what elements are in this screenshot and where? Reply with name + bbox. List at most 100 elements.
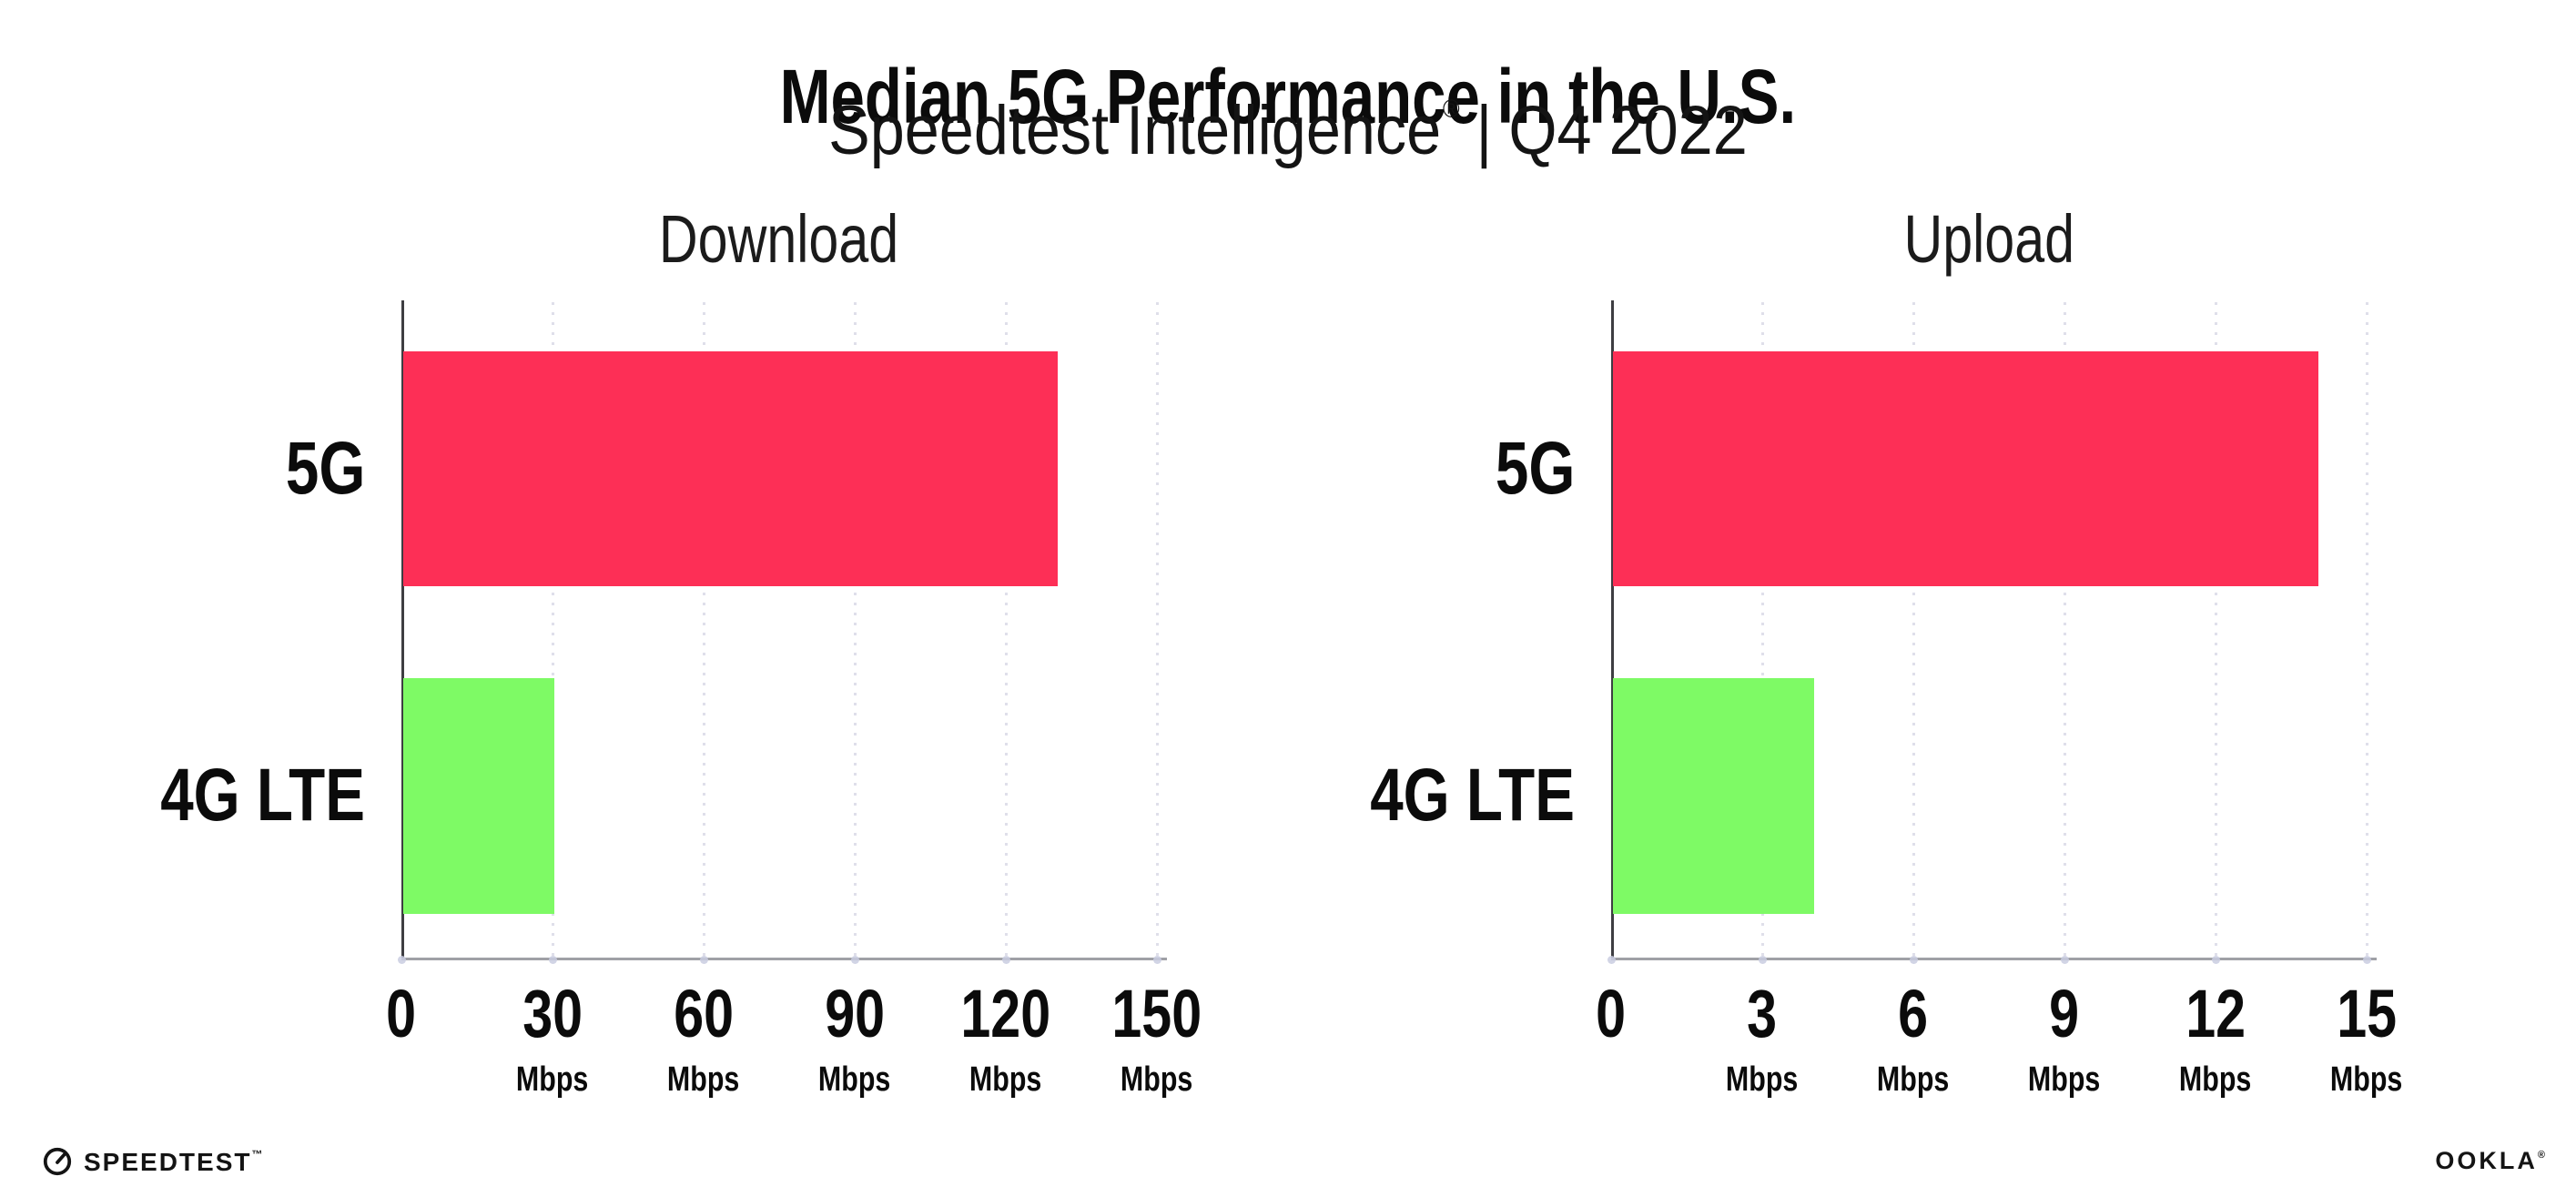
- tick-number-text: 0: [386, 976, 417, 1051]
- y-label-5g: 5G: [56, 412, 365, 525]
- subtitle-period: Q4 2022: [1508, 92, 1748, 169]
- download-y-axis-line: [401, 300, 404, 959]
- page-title-row: Median 5G Performance in the U.S.: [0, 58, 2576, 135]
- page-subtitle-row: Speedtest Intelligence® | Q4 2022: [0, 95, 2576, 167]
- tick-number: 9: [1955, 980, 2174, 1048]
- download-chart-title-row: Download: [401, 206, 1157, 273]
- tick-number: 0: [292, 980, 511, 1048]
- bar-4g-lte: [1613, 678, 1815, 914]
- y-label-4g-lte: 4G LTE: [1265, 739, 1575, 852]
- y-label-text-5g: 5G: [1495, 427, 1575, 510]
- tick-unit-text: Mbps: [667, 1060, 740, 1099]
- ookla-label: OOKLA: [2435, 1147, 2538, 1174]
- speedtest-wordmark: SPEEDTEST™: [84, 1149, 264, 1175]
- ookla-registered-mark: ®: [2537, 1150, 2545, 1161]
- download-x-axis-line: [401, 958, 1167, 960]
- bar-5g: [403, 351, 1059, 586]
- tick-unit-text: Mbps: [2330, 1060, 2403, 1099]
- x-tick-120: 120 Mbps: [897, 976, 1115, 1098]
- tick-unit-label: Mbps: [897, 1062, 1115, 1097]
- tick-unit-label: Mbps: [1955, 1062, 2174, 1097]
- tick-number: 12: [2106, 980, 2325, 1048]
- speedtest-logo: SPEEDTEST™: [42, 1146, 264, 1177]
- bar-5g: [1613, 351, 2318, 586]
- tick-number: 6: [1804, 980, 2023, 1048]
- gridline-9: [2063, 302, 2066, 958]
- x-tick-60: 60 Mbps: [594, 980, 813, 1098]
- gridline-6: [1912, 302, 1915, 958]
- x-tick-0: 0: [1502, 980, 1720, 1048]
- tick-unit-text: Mbps: [1121, 1060, 1193, 1099]
- tick-number: 15: [2257, 980, 2476, 1048]
- x-tick-90: 90 Mbps: [745, 980, 964, 1098]
- tick-number: 150: [1048, 980, 1266, 1048]
- upload-chart: Upload 0 3 Mbps 6 Mbps 9 Mbps 12 Mbps 15 Mbps 5G 4G …: [1370, 206, 2402, 1098]
- tick-number-text: 30: [522, 976, 583, 1051]
- tick-unit-text: Mbps: [969, 1060, 1042, 1099]
- gridline-3: [1760, 302, 1764, 958]
- axis-tick-dot-150: [1152, 956, 1161, 964]
- axis-tick-dot-90: [850, 956, 859, 964]
- y-label-text-4g-lte: 4G LTE: [160, 754, 365, 837]
- axis-tick-dot-15: [2362, 956, 2371, 964]
- tick-unit-label: Mbps: [1653, 1062, 1871, 1097]
- y-label-4g-lte: 4G LTE: [56, 739, 365, 852]
- tick-number-text: 60: [674, 976, 734, 1051]
- ookla-logo: OOKLA®: [2435, 1149, 2545, 1173]
- tick-unit-text: Mbps: [818, 1060, 891, 1099]
- tick-unit-label: Mbps: [443, 1062, 662, 1097]
- page-subtitle: Speedtest Intelligence® | Q4 2022: [828, 95, 1748, 167]
- tick-unit-text: Mbps: [1726, 1060, 1799, 1099]
- y-label-5g: 5G: [1265, 412, 1575, 525]
- tick-number-text: 3: [1747, 976, 1778, 1051]
- page-title: Median 5G Performance in the U.S.: [779, 54, 1797, 140]
- gridline-60: [702, 302, 705, 958]
- gridline-90: [853, 302, 857, 958]
- axis-tick-dot-0: [1607, 956, 1616, 964]
- x-tick-6: 6 Mbps: [1804, 980, 2023, 1098]
- tick-number: 90: [745, 980, 964, 1048]
- y-label-text-4g-lte: 4G LTE: [1370, 754, 1575, 837]
- tick-number: 0: [1502, 980, 1720, 1048]
- tick-number-text: 0: [1596, 976, 1627, 1051]
- registered-trademark-mark: ®: [1443, 95, 1460, 123]
- x-tick-150: 150 Mbps: [1048, 980, 1266, 1099]
- tick-number: 3: [1653, 980, 1871, 1048]
- tick-unit-text: Mbps: [1877, 1060, 1950, 1099]
- upload-chart-title: Upload: [1903, 201, 2074, 277]
- tick-number: 60: [594, 980, 813, 1048]
- x-tick-3: 3 Mbps: [1653, 980, 1871, 1098]
- tick-number-text: 90: [825, 976, 885, 1051]
- x-tick-30: 30 Mbps: [443, 980, 662, 1098]
- tick-unit-label: Mbps: [1804, 1062, 2023, 1097]
- axis-tick-dot-3: [1758, 956, 1767, 964]
- axis-tick-dot-0: [397, 956, 406, 964]
- gridline-12: [2214, 302, 2217, 958]
- x-tick-15: 15 Mbps: [2257, 980, 2476, 1098]
- download-chart: Download 0 30 Mbps 60 Mbps 90 Mbps 120 Mbps 150 Mb…: [160, 206, 1202, 1098]
- tick-number-text: 150: [1111, 976, 1202, 1051]
- axis-tick-dot-30: [548, 956, 557, 964]
- gridline-30: [551, 302, 554, 958]
- tick-number-text: 12: [2186, 976, 2246, 1051]
- tick-unit-label: Mbps: [2257, 1062, 2476, 1097]
- tick-number-text: 9: [2049, 976, 2080, 1051]
- tick-number-text: 120: [960, 976, 1051, 1051]
- trademark-mark: ™: [251, 1147, 265, 1161]
- axis-tick-dot-60: [699, 956, 708, 964]
- tick-unit-text: Mbps: [516, 1060, 589, 1099]
- x-tick-0: 0: [292, 980, 511, 1048]
- download-chart-title: Download: [659, 201, 899, 277]
- gridline-150: [1155, 302, 1159, 958]
- bar-4g-lte: [403, 678, 554, 914]
- axis-tick-dot-12: [2211, 956, 2220, 964]
- tick-number: 30: [443, 980, 662, 1048]
- gridline-120: [1004, 302, 1008, 958]
- subtitle-separator: |: [1476, 92, 1493, 169]
- tick-unit-label: Mbps: [594, 1062, 813, 1097]
- x-tick-12: 12 Mbps: [2106, 980, 2325, 1098]
- tick-unit-label: Mbps: [745, 1062, 964, 1097]
- tick-unit-label: Mbps: [2106, 1062, 2325, 1097]
- axis-tick-dot-120: [1001, 956, 1010, 964]
